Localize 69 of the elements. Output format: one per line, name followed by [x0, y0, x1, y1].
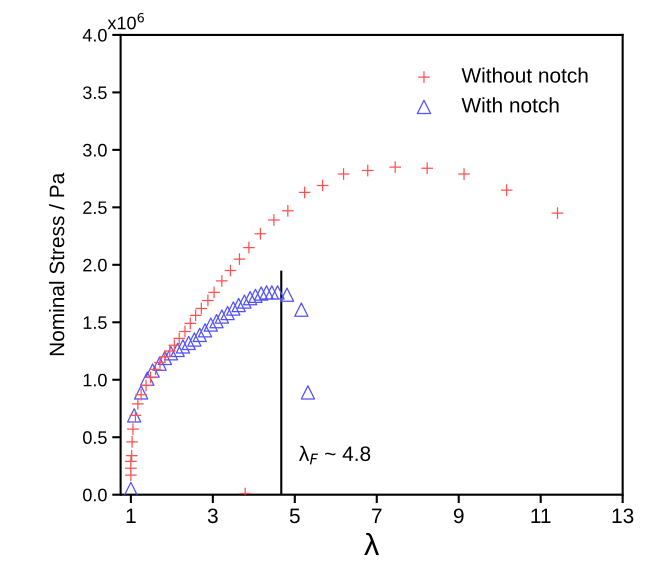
point [126, 435, 139, 448]
y-tick-label: 3.5 [83, 86, 107, 100]
point [124, 454, 138, 468]
y-axis-title: Nominal Stress / Pa [49, 172, 64, 356]
point [300, 385, 316, 400]
point [420, 162, 434, 175]
point [270, 285, 285, 300]
point [259, 285, 274, 300]
point [224, 264, 237, 277]
point [242, 290, 258, 306]
point [294, 302, 309, 317]
y-tick-label: 0.0 [83, 488, 107, 502]
y-tick-label: 1.0 [84, 374, 107, 386]
point [124, 482, 138, 495]
point [237, 294, 252, 309]
point [280, 287, 294, 302]
legend-label: With notch [462, 97, 559, 113]
legend-label: Without notch [462, 67, 588, 83]
x-tick-label: 1 [126, 508, 136, 523]
point [267, 214, 280, 226]
point [131, 397, 144, 410]
point [209, 314, 224, 328]
point [298, 186, 312, 199]
point [134, 388, 148, 402]
point [170, 342, 185, 358]
point [254, 286, 268, 301]
point [458, 168, 470, 180]
point [500, 184, 514, 197]
point [192, 328, 207, 342]
point [551, 206, 564, 220]
x-tick-label: 9 [454, 508, 464, 524]
point [125, 449, 138, 462]
point [220, 306, 235, 320]
point [226, 301, 241, 316]
y-tick-label: 2.5 [83, 201, 107, 214]
point [316, 179, 330, 192]
point [176, 339, 190, 354]
point [388, 160, 402, 174]
point [264, 285, 280, 300]
point [281, 204, 294, 218]
point [215, 274, 228, 288]
x-tick-label: 5 [290, 508, 300, 524]
point [134, 385, 148, 400]
x-tick-label: 3 [208, 508, 218, 524]
point [248, 288, 263, 304]
x-tick-label: 11 [531, 508, 550, 523]
y-tick-label: 1.5 [84, 316, 107, 330]
y-tick-label: 0.5 [83, 431, 107, 444]
text: x10$^{6}$ [108, 12, 144, 30]
y-tick-label: 2.0 [83, 258, 107, 272]
point [231, 298, 246, 312]
x-axis-title: λ [364, 532, 380, 556]
point [337, 168, 350, 180]
point [361, 164, 374, 177]
point [181, 336, 196, 350]
point [198, 323, 212, 338]
x-tick-label: 7 [372, 508, 382, 523]
point [187, 332, 202, 347]
point [204, 317, 218, 332]
point [254, 227, 267, 240]
point [233, 252, 246, 266]
annotation: λ$_{F}$ ~ 4.8 [298, 446, 370, 464]
point [140, 371, 154, 386]
point [214, 309, 230, 324]
y-tick-label: 3.0 [83, 144, 107, 157]
x-tick-label: 13 [612, 508, 634, 524]
point [126, 422, 140, 436]
y-tick-label: 4.0 [82, 28, 107, 42]
point [242, 241, 256, 254]
